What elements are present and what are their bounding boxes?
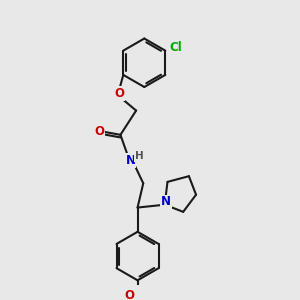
Text: N: N <box>125 154 135 167</box>
Text: O: O <box>114 87 124 100</box>
Text: H: H <box>135 151 143 161</box>
Text: Cl: Cl <box>169 41 182 54</box>
Text: N: N <box>161 195 171 208</box>
Text: O: O <box>124 289 135 300</box>
Text: O: O <box>94 125 105 139</box>
